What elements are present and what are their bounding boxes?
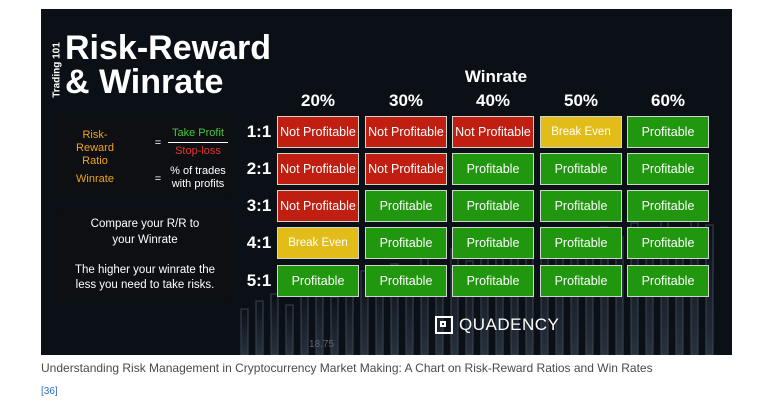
compare-box: Compare your R/R to your Winrate The hig…: [57, 209, 233, 301]
table-cell: Profitable: [627, 265, 709, 297]
table-cell: Not Profitable: [452, 116, 534, 148]
infographic-image: 18.75 Trading 101 Risk-Reward & Winrate …: [41, 9, 732, 355]
column-header: 20%: [300, 91, 336, 110]
column-header: 60%: [650, 91, 686, 110]
table-cell: Not Profitable: [277, 116, 359, 148]
take-profit-label: Take Profit: [172, 127, 224, 139]
table-cell: Not Profitable: [365, 153, 447, 185]
table-cell: Profitable: [452, 265, 534, 297]
table-cell: Profitable: [365, 227, 447, 259]
row-header: 3:1: [246, 196, 272, 215]
table-cell: Profitable: [627, 227, 709, 259]
title-risk-reward: Risk-Reward: [65, 29, 271, 67]
equals-sign: =: [154, 137, 162, 149]
equals-sign: =: [154, 173, 162, 185]
table-cell: Profitable: [452, 153, 534, 185]
table-cell: Profitable: [277, 265, 359, 297]
compare-line-3: The higher your winrate the: [75, 264, 215, 276]
winrate-label: Winrate: [76, 173, 114, 185]
rr-label: Risk-Reward Ratio: [76, 129, 114, 167]
row-header: 2:1: [246, 159, 272, 178]
table-cell: Profitable: [540, 190, 622, 222]
column-header: 40%: [475, 91, 511, 110]
table-cell: Profitable: [540, 227, 622, 259]
table-cell: Not Profitable: [365, 116, 447, 148]
compare-line-2: your Winrate: [112, 234, 178, 246]
compare-line-1: Compare your R/R to: [90, 218, 200, 230]
row-header: 5:1: [246, 271, 272, 290]
table-cell: Profitable: [627, 116, 709, 148]
table-cell: Break Even: [540, 116, 622, 148]
table-cell: Not Profitable: [277, 190, 359, 222]
image-caption: Understanding Risk Management in Cryptoc…: [41, 361, 653, 375]
trading-101-tag: Trading 101: [51, 42, 63, 98]
background-price-label: 18.75: [309, 339, 334, 350]
table-cell: Profitable: [627, 153, 709, 185]
table-cell: Profitable: [540, 153, 622, 185]
table-cell: Profitable: [365, 265, 447, 297]
table-cell: Profitable: [365, 190, 447, 222]
winrate-definition: % of trades with profits: [170, 165, 226, 190]
quadency-logo-icon: [435, 316, 453, 334]
table-cell: Break Even: [277, 227, 359, 259]
table-cell: Profitable: [452, 227, 534, 259]
column-header: 30%: [388, 91, 424, 110]
logo-text: QUADENCY: [459, 315, 560, 334]
winrate-heading: Winrate: [464, 67, 528, 86]
stop-loss-label: Stop-loss: [175, 145, 221, 157]
table-cell: Not Profitable: [277, 153, 359, 185]
table-cell: Profitable: [540, 265, 622, 297]
table-cell: Profitable: [627, 190, 709, 222]
reference-link[interactable]: [36]: [41, 386, 58, 397]
title-winrate: & Winrate: [65, 63, 224, 101]
row-header: 1:1: [246, 122, 272, 141]
table-cell: Profitable: [452, 190, 534, 222]
formula-box: Risk-Reward Ratio = Take Profit Stop-los…: [57, 115, 233, 197]
column-header: 50%: [563, 91, 599, 110]
row-header: 4:1: [246, 233, 272, 252]
quadency-logo: QUADENCY: [435, 314, 559, 336]
compare-line-4: less you need to take risks.: [75, 279, 215, 291]
fraction-divider: [168, 142, 228, 143]
